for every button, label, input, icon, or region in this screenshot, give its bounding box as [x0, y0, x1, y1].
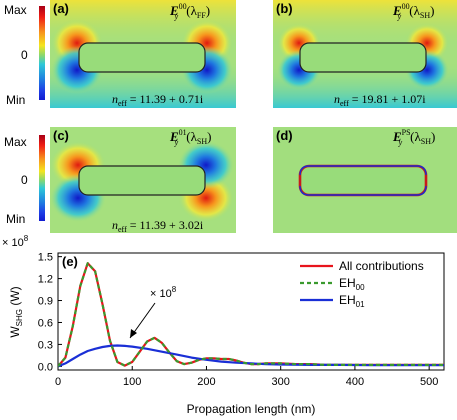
y-axis: 0.0 0.3 0.6 0.9 1.2 1.5: [38, 252, 62, 373]
x-tick-label: 100: [123, 376, 141, 388]
neff-label: neff = 11.39 + 0.71i: [112, 92, 204, 108]
field-label: EPS y (λSH): [392, 128, 435, 147]
panel-b-labels: (b) E00 y (λSH) neff = 19.81 + 1.07i: [276, 1, 434, 108]
panel-letter: (b): [276, 1, 293, 16]
panel-c-labels: (c) E01 y (λSH) neff = 11.39 + 3.02i: [53, 128, 211, 234]
annotation-arrowhead: [130, 329, 137, 338]
chart-e: × 108 (e) 0 100 200 300 400 500 0.0 0.3 0.6 0.9 1…: [2, 234, 445, 416]
series-lines: [58, 262, 444, 368]
legend-label: All contributions: [339, 259, 424, 273]
colorbar-max-label: Max: [4, 3, 27, 17]
x-tick-label: 400: [346, 376, 364, 388]
panel-b: [273, 0, 457, 108]
x-axis: 0 100 200 300 400 500: [55, 366, 438, 388]
panel-letter: (a): [53, 1, 69, 16]
panel-letter: (e): [62, 254, 78, 269]
x-tick-label: 200: [197, 376, 215, 388]
y-tick-label: 0.0: [38, 361, 53, 373]
plot-frame: [57, 252, 445, 371]
x-axis-label: Propagation length (nm): [187, 402, 316, 416]
neff-label: neff = 19.81 + 1.07i: [334, 92, 426, 108]
series-line-1: [58, 262, 444, 368]
panel-d: [273, 127, 457, 233]
colorbar-zero-label: 0: [21, 173, 28, 187]
x-tick-label: 0: [55, 376, 61, 388]
annotation-label: × 108: [150, 285, 177, 300]
y-tick-label: 1.5: [38, 252, 53, 264]
colorbar-zero-label: 0: [21, 48, 28, 62]
x-tick-label: 300: [272, 376, 290, 388]
legend-label: EH01: [339, 293, 365, 309]
field-label: E00 y (λFF): [169, 2, 210, 21]
y-tick-label: 0.3: [38, 339, 53, 351]
colorbar-min-label: Min: [6, 93, 25, 107]
colorbar-top: Max 0 Min: [4, 3, 45, 107]
y-tick-label: 0.9: [38, 296, 53, 308]
y-axis-label: WSHG (W): [8, 286, 24, 337]
colorbar-mid: Max 0 Min: [4, 135, 45, 226]
panel-letter: (c): [53, 128, 69, 143]
y-multiplier: × 108: [2, 234, 29, 249]
field-label: E00 y (λSH): [392, 2, 434, 21]
panel-letter: (d): [276, 128, 293, 143]
legend-label: EH00: [339, 276, 365, 292]
panel-d-labels: (d) EPS y (λSH): [276, 128, 435, 147]
panel-c: [50, 127, 236, 233]
colorbar-min-label: Min: [6, 212, 25, 226]
annotation: × 108: [129, 285, 177, 339]
panel-a-labels: (a) E00 y (λFF) neff = 11.39 + 0.71i: [53, 1, 210, 108]
colorbar-max-label: Max: [4, 135, 27, 149]
neff-label: neff = 11.39 + 3.02i: [112, 218, 204, 234]
x-tick-label: 500: [420, 376, 438, 388]
series-line-0: [58, 262, 444, 368]
y-tick-label: 0.6: [38, 317, 53, 329]
y-tick-label: 1.2: [38, 274, 53, 286]
panel-a: [50, 0, 236, 108]
field-label: E01 y (λSH): [169, 128, 211, 147]
